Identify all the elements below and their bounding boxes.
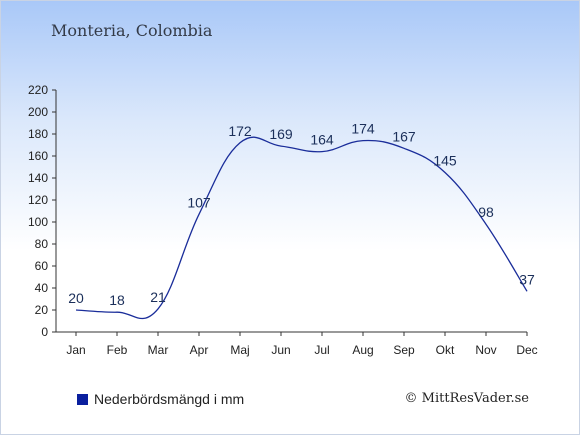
y-tick-label: 220 xyxy=(28,83,48,97)
x-tick-label: Dec xyxy=(516,343,537,357)
data-label: 164 xyxy=(310,132,334,148)
data-point xyxy=(198,213,201,216)
y-tick-label: 80 xyxy=(35,237,49,251)
legend-label: Nederbördsmängd i mm xyxy=(94,391,245,407)
x-axis: Jan Feb Mar Apr Maj Jun Jul Aug Sep Okt Nov Dec xyxy=(56,331,538,357)
x-tick-label: Nov xyxy=(475,343,496,357)
data-point xyxy=(362,139,365,142)
data-point xyxy=(403,147,406,150)
data-label: 20 xyxy=(68,290,84,306)
data-label: 167 xyxy=(392,128,416,144)
data-point xyxy=(444,171,447,174)
data-point xyxy=(321,150,324,153)
y-axis: 0 20 40 60 80 100 120 140 160 180 200 220 xyxy=(28,83,57,339)
data-label: 98 xyxy=(478,204,494,220)
data-point xyxy=(239,141,242,144)
y-tick-label: 200 xyxy=(28,105,48,119)
x-tick-label: Jun xyxy=(271,343,290,357)
x-tick-label: Maj xyxy=(230,343,249,357)
legend-swatch xyxy=(77,393,88,405)
data-label: 174 xyxy=(351,121,375,137)
y-tick-label: 120 xyxy=(28,193,48,207)
data-label: 172 xyxy=(228,123,252,139)
data-labels: 20 18 21 107 172 169 164 174 167 145 98 37 xyxy=(68,121,535,309)
data-label: 169 xyxy=(269,126,293,142)
data-point xyxy=(75,309,78,312)
series-line xyxy=(75,136,528,320)
y-tick-label: 20 xyxy=(35,303,49,317)
series-precipitation xyxy=(75,136,529,320)
data-point xyxy=(280,145,283,148)
data-label: 145 xyxy=(433,153,457,169)
data-label: 18 xyxy=(109,292,125,308)
x-tick-label: Sep xyxy=(393,343,415,357)
y-tick-label: 140 xyxy=(28,171,48,185)
y-tick-label: 60 xyxy=(35,259,49,273)
x-tick-label: Aug xyxy=(352,343,373,357)
x-tick-label: Apr xyxy=(190,343,209,357)
y-tick-label: 40 xyxy=(35,281,49,295)
data-point xyxy=(116,311,119,314)
y-tick-label: 100 xyxy=(28,215,48,229)
data-label: 37 xyxy=(519,271,535,287)
legend: Nederbördsmängd i mm xyxy=(77,391,244,407)
data-point xyxy=(157,307,160,310)
x-tick-label: Jan xyxy=(66,343,85,357)
data-label: 107 xyxy=(187,194,211,210)
y-tick-label: 0 xyxy=(41,325,48,339)
x-tick-label: Feb xyxy=(107,343,128,357)
x-tick-label: Mar xyxy=(148,343,169,357)
x-tick-label: Jul xyxy=(314,343,329,357)
data-point xyxy=(526,290,529,293)
chart-location-title: Monteria, Colombia xyxy=(51,21,213,40)
y-tick-label: 160 xyxy=(28,149,48,163)
x-tick-label: Okt xyxy=(436,343,455,357)
y-tick-label: 180 xyxy=(28,127,48,141)
credit-text: © MittResVader.se xyxy=(404,391,529,406)
data-label: 21 xyxy=(150,289,166,305)
data-point xyxy=(485,223,488,226)
